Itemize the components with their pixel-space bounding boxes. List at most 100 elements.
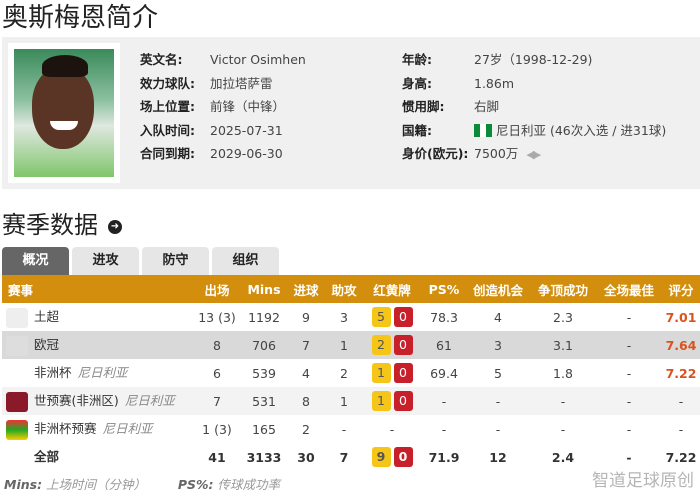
info-value: 2025-07-31 (210, 122, 283, 138)
competition-cell: 全部 (2, 443, 192, 471)
tab-organize[interactable]: 组织 (212, 247, 279, 275)
column-header[interactable]: 争顶成功 (530, 275, 596, 303)
info-label: 英文名: (140, 52, 183, 67)
apps-cell: 13 (3) (198, 309, 236, 325)
motm-cell: - (626, 449, 632, 465)
ps-cell: - (441, 421, 447, 437)
competition-name[interactable]: 土超 (34, 309, 60, 325)
afcon-logo (6, 419, 28, 440)
mins-cell: 165 (252, 421, 276, 437)
info-label: 身高: (402, 75, 432, 91)
column-header[interactable]: 进球 (286, 275, 326, 303)
goals-cell: 7 (286, 331, 326, 359)
aerials-cell: 2.4 (551, 449, 575, 465)
watermark: 智道足球原创 (592, 471, 694, 491)
info-row: 国籍: 尼日利亚 (46次入选 / 进31球) (402, 123, 666, 139)
column-header[interactable]: Mins (242, 275, 286, 303)
competition-name[interactable]: 非洲杯预赛 (34, 421, 97, 437)
info-value: 加拉塔萨雷 (210, 75, 273, 91)
yellow-cards: 1 (371, 363, 391, 383)
column-header[interactable]: 出场 (192, 275, 242, 303)
info-value: 前锋（中锋） (210, 99, 286, 114)
info-label: 效力球队: (140, 75, 195, 91)
info-value: Victor Osimhen (210, 52, 306, 67)
assists-cell: - (341, 421, 347, 437)
motm-cell: - (626, 421, 632, 437)
mins-cell: 3133 (246, 449, 282, 465)
competition-name[interactable]: 非洲杯 (34, 365, 72, 381)
assists-cell: 1 (326, 387, 362, 415)
info-label: 国籍: (402, 122, 432, 138)
info-row: 场上位置: 前锋（中锋） (140, 99, 285, 115)
mins-cell: 1192 (248, 309, 280, 325)
section-title: 赛季数据 ➜ (2, 207, 122, 243)
competition-name[interactable]: 欧冠 (34, 337, 60, 353)
rating-cell: 7.01 (665, 309, 697, 325)
chances-cell: - (495, 421, 501, 437)
info-row: 合同到期: 2029-06-30 (140, 146, 283, 162)
competition-cell: 非洲杯 尼日利亚 (2, 359, 192, 387)
info-label: 合同到期: (140, 146, 195, 161)
apps-cell: 1 (3) (202, 421, 232, 437)
ps-key: PS%: (177, 477, 214, 492)
info-row: 入队时间: 2025-07-31 (140, 123, 283, 139)
ps-desc: 传球成功率 (217, 477, 281, 492)
apps-cell: 6 (213, 365, 221, 381)
goals-cell: 8 (286, 387, 326, 415)
competition-cell: 土超 (2, 303, 192, 331)
competition-name[interactable]: 世预赛(非洲区) (34, 393, 119, 409)
footnote: Mins: 上场时间（分钟） PS%: 传球成功率 (4, 474, 280, 493)
info-label: 年龄: (402, 52, 432, 67)
ps-cell: 61 (422, 331, 466, 359)
tab-overview[interactable]: 概况 (2, 247, 69, 275)
table-row: 非洲杯 尼日利亚 6 539 4 2 1 0 69.4 5 1.8 - 7.22 (2, 359, 700, 387)
info-label: 场上位置: (140, 99, 195, 114)
logo-placeholder (6, 364, 28, 384)
aerials-cell: 3.1 (530, 331, 596, 359)
tab-defense[interactable]: 防守 (142, 247, 209, 275)
motm-cell: - (626, 309, 632, 325)
red-cards: 0 (393, 391, 413, 411)
apps-cell: 7 (192, 387, 242, 415)
arrow-right-circle-icon[interactable]: ➜ (108, 220, 122, 234)
column-header[interactable]: 赛事 (2, 275, 192, 303)
info-row: 身高: 1.86m (402, 76, 514, 92)
goals-cell: 2 (302, 421, 310, 437)
info-row: 身价(欧元): 7500万 ◀▶ (402, 146, 541, 163)
player-photo (8, 43, 120, 183)
column-header[interactable]: 评分 (662, 275, 700, 303)
column-header[interactable]: 红黄牌 (362, 275, 422, 303)
value-trend-arrows-icon[interactable]: ◀▶ (526, 148, 541, 161)
table-row: 土超 13 (3) 1192 9 3 5 0 78.3 4 2.3 - 7.01 (2, 303, 700, 331)
page-title: 奥斯梅恩简介 (2, 3, 159, 33)
red-cards: 0 (393, 363, 413, 383)
goals-cell: 4 (302, 365, 310, 381)
info-row: 效力球队: 加拉塔萨雷 (140, 76, 273, 92)
column-header[interactable]: PS% (422, 275, 466, 303)
column-header[interactable]: 助攻 (326, 275, 362, 303)
column-header[interactable]: 全场最佳 (596, 275, 662, 303)
yellow-cards: 9 (371, 447, 391, 467)
goals-cell: 30 (297, 449, 315, 465)
nigeria-flag-icon (474, 123, 492, 137)
tab-attack[interactable]: 进攻 (72, 247, 139, 275)
world-cup-logo (6, 391, 28, 412)
ps-cell: 71.9 (428, 449, 460, 465)
team-name: 尼日利亚 (102, 421, 153, 437)
yellow-cards: 2 (371, 335, 391, 355)
info-value: 右脚 (474, 99, 500, 114)
chances-cell: 3 (466, 331, 530, 359)
champions-league-logo (6, 335, 28, 356)
aerials-cell: 1.8 (553, 365, 573, 381)
team-name: 尼日利亚 (77, 365, 128, 381)
red-cards: 0 (393, 447, 413, 467)
competition-name[interactable]: 全部 (34, 449, 60, 465)
rating-cell: - (678, 421, 684, 437)
table-row: 非洲杯预赛 尼日利亚 1 (3) 165 2 - - - - - - - (2, 415, 700, 443)
rating-cell: 7.22 (665, 365, 697, 381)
mins-cell: 539 (252, 365, 276, 381)
chances-cell: 5 (494, 365, 502, 381)
column-header[interactable]: 创造机会 (466, 275, 530, 303)
